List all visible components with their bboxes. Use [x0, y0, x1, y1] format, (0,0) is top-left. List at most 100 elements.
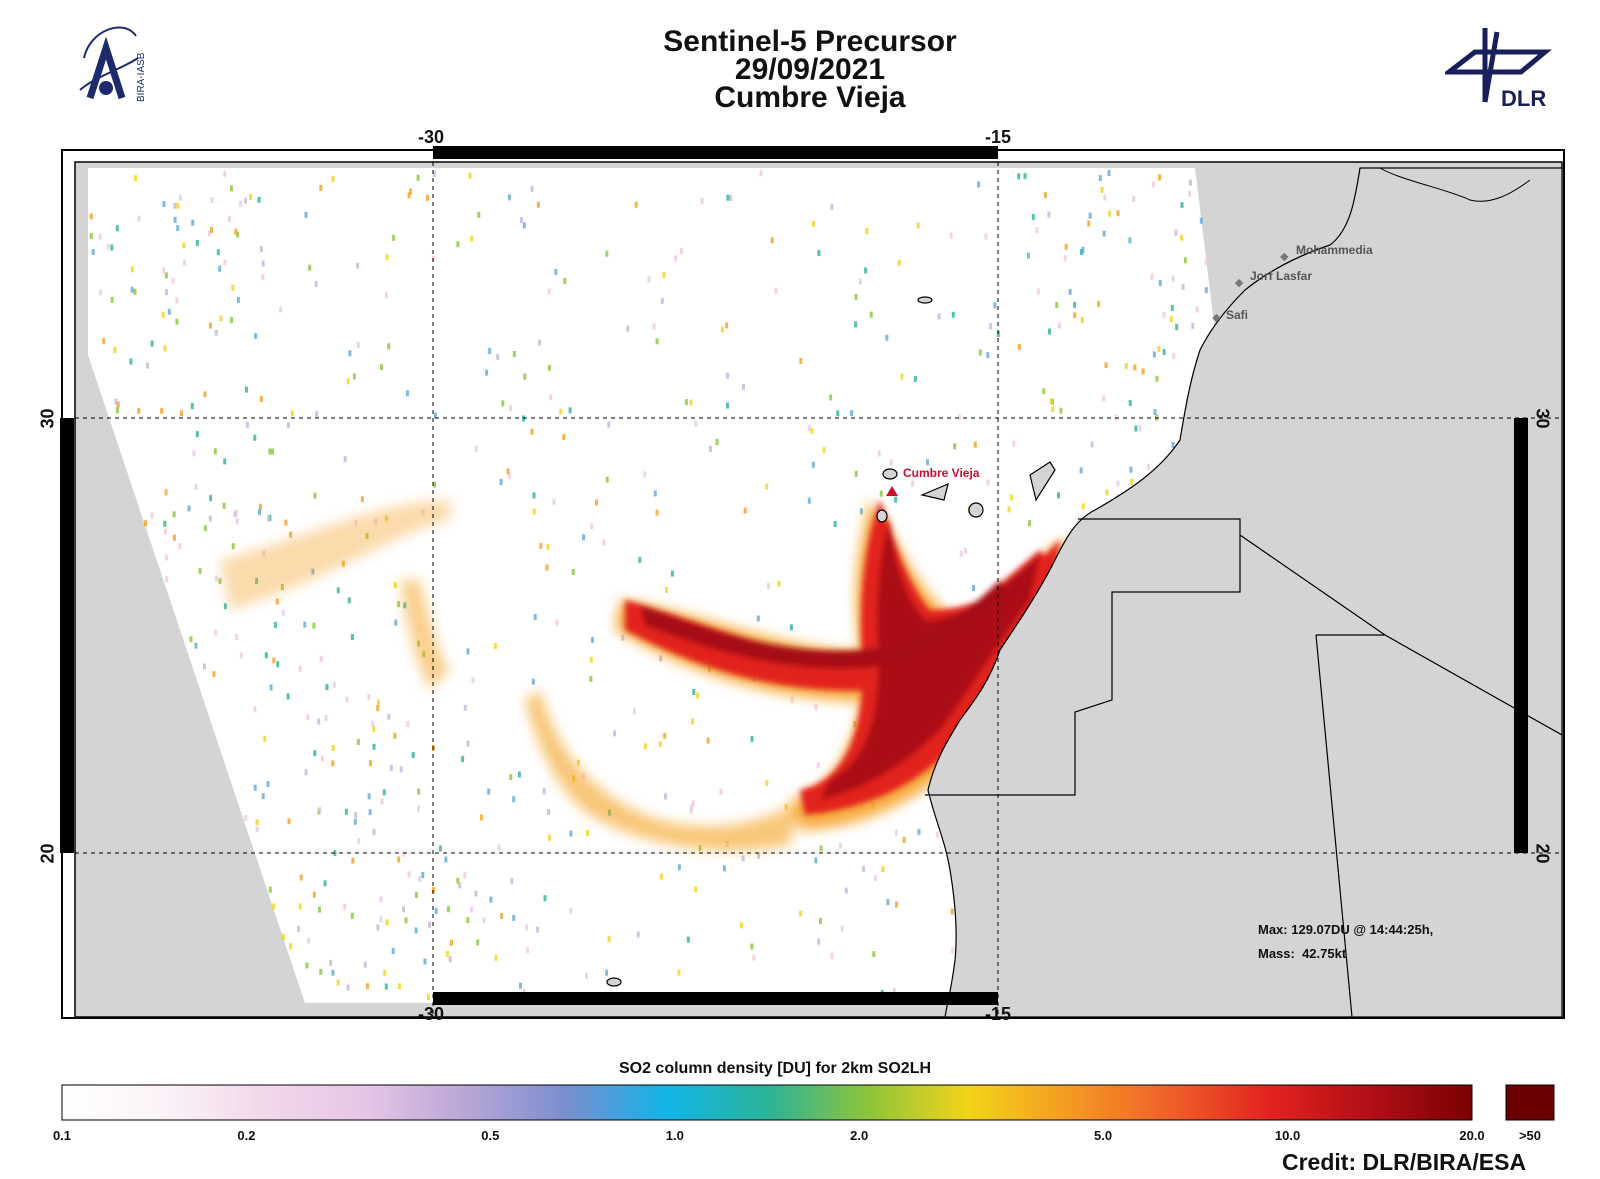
noise-pixel [886, 899, 890, 906]
noise-pixel [223, 170, 227, 177]
noise-pixel [589, 675, 593, 682]
noise-pixel [1090, 441, 1094, 448]
noise-pixel [281, 934, 285, 940]
noise-pixel [817, 938, 821, 945]
noise-pixel [444, 856, 448, 863]
noise-pixel [986, 479, 990, 486]
noise-pixel [1027, 520, 1031, 527]
noise-pixel [1134, 425, 1138, 432]
noise-pixel [571, 568, 575, 575]
place-label-jorf-lasfar: Jorf Lasfar [1250, 269, 1313, 283]
noise-pixel [266, 781, 270, 788]
noise-pixel [231, 284, 235, 291]
noise-pixel [1162, 311, 1166, 318]
noise-pixel [1199, 217, 1203, 224]
noise-pixel [402, 906, 405, 913]
noise-pixel [194, 642, 198, 649]
noise-pixel [973, 441, 977, 448]
noise-pixel [319, 968, 323, 975]
noise-pixel [235, 518, 239, 525]
noise-pixel [222, 502, 226, 509]
noise-pixel [613, 730, 616, 737]
noise-pixel [289, 531, 293, 538]
noise-pixel [324, 715, 328, 722]
noise-pixel [235, 634, 239, 640]
noise-pixel [1153, 409, 1157, 415]
noise-pixel [371, 720, 375, 727]
noise-pixel [348, 350, 352, 357]
noise-pixel [586, 829, 589, 836]
noise-pixel [519, 217, 523, 224]
noise-pixel [1068, 288, 1072, 295]
noise-pixel [208, 515, 212, 522]
noise-pixel [816, 762, 820, 769]
noise-pixel [317, 718, 321, 725]
noise-pixel [1007, 506, 1011, 513]
noise-pixel [244, 197, 248, 204]
noise-pixel [559, 408, 563, 415]
noise-pixel [526, 947, 529, 954]
noise-pixel [1081, 246, 1085, 253]
noise-pixel [254, 333, 258, 339]
noise-pixel [986, 352, 990, 359]
noise-pixel [638, 556, 642, 563]
noise-pixel [372, 725, 376, 732]
noise-pixel [799, 910, 803, 917]
noise-pixel [814, 704, 818, 711]
noise-pixel [115, 407, 119, 414]
noise-pixel [859, 508, 863, 515]
noise-pixel [279, 306, 283, 313]
noise-pixel [1157, 346, 1161, 352]
noise-pixel [844, 887, 848, 894]
noise-pixel [853, 721, 857, 728]
noise-pixel [741, 855, 745, 862]
noise-pixel [830, 203, 834, 210]
noise-pixel [399, 766, 403, 773]
noise-pixel [366, 983, 369, 990]
noise-pixel [343, 903, 347, 910]
noise-pixel [1009, 494, 1013, 501]
noise-pixel [499, 479, 503, 485]
noise-pixel [198, 567, 202, 574]
noise-pixel [319, 184, 323, 191]
noise-pixel [689, 807, 693, 814]
noise-pixel [854, 294, 858, 300]
noise-pixel [814, 857, 818, 864]
noise-pixel [353, 818, 357, 825]
noise-pixel [253, 434, 257, 441]
noise-pixel [257, 196, 261, 203]
noise-pixel [299, 874, 303, 881]
noise-pixel [1036, 288, 1040, 295]
noise-pixel [811, 461, 815, 468]
noise-pixel [1180, 202, 1184, 209]
noise-pixel [756, 615, 760, 622]
noise-pixel [160, 407, 164, 414]
noise-pixel [873, 875, 877, 882]
noise-pixel [332, 681, 336, 688]
noise-pixel [817, 250, 821, 257]
page-title: Sentinel-5 Precursor 29/09/2021 Cumbre V… [0, 27, 1600, 113]
dlr-logo-text: DLR [1501, 86, 1546, 111]
place-marker [1212, 313, 1221, 323]
noise-pixel [765, 483, 769, 490]
noise-pixel [900, 373, 904, 380]
noise-pixel [977, 181, 981, 188]
noise-pixel [894, 829, 898, 836]
so2-plume [220, 500, 1090, 851]
noise-pixel [1107, 170, 1111, 176]
noise-pixel [114, 398, 118, 405]
noise-pixel [182, 242, 186, 249]
noise-pixel [1098, 175, 1102, 182]
noise-pixel [1073, 312, 1077, 319]
noise-pixel [582, 534, 586, 541]
noise-pixel [264, 652, 268, 659]
noise-pixel [1063, 255, 1067, 262]
noise-pixel [488, 348, 492, 354]
noise-pixel [165, 576, 169, 583]
noise-pixel [777, 580, 781, 587]
noise-pixel [510, 878, 514, 884]
noise-pixel [418, 876, 422, 882]
noise-pixel [692, 689, 696, 695]
noise-pixel [432, 171, 436, 178]
noise-pixel [562, 434, 566, 441]
